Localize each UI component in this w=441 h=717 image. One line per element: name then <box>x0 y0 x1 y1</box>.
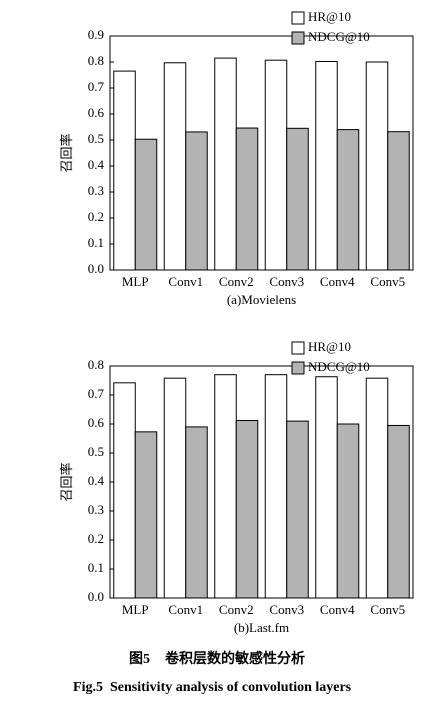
bar <box>134 138 158 271</box>
y-tick-label: 0.6 <box>88 415 105 430</box>
bar <box>185 131 208 271</box>
y-tick-label: 0.4 <box>88 473 105 488</box>
bar <box>134 431 158 599</box>
x-tick-label: Conv1 <box>168 602 203 617</box>
bar <box>286 420 309 599</box>
legend-swatch <box>291 11 305 25</box>
bar <box>214 57 237 271</box>
y-tick-label: 0.2 <box>88 531 104 546</box>
bar <box>264 374 288 599</box>
bar <box>387 424 410 599</box>
bar <box>387 131 410 271</box>
y-tick-label: 0.3 <box>88 502 104 517</box>
x-tick-label: Conv4 <box>320 274 355 289</box>
x-tick-label: Conv2 <box>219 602 254 617</box>
chart: 0.0 0.1 0.2 0.3 0.4 0.5 0.6 0.7 0.8 0.9 MLP Conv1 Co… <box>59 9 414 307</box>
figure-label: 图5 <box>129 651 150 667</box>
y-tick-label: 0.8 <box>88 53 104 68</box>
bar <box>163 377 187 599</box>
figure-caption: 卷积层数的敏感性分析 <box>164 650 305 667</box>
x-tick-label: Conv5 <box>370 602 405 617</box>
legend-label: HR@10 <box>308 339 351 354</box>
x-tick-label: Conv3 <box>269 602 304 617</box>
legend-swatch <box>291 361 305 375</box>
x-tick-label: Conv3 <box>269 274 304 289</box>
bar <box>235 127 259 271</box>
bar <box>264 59 288 271</box>
bar <box>113 70 136 271</box>
bar <box>214 374 237 599</box>
y-tick-label: 0.0 <box>88 261 104 276</box>
x-tick-label: Conv2 <box>219 274 254 289</box>
figure-caption-en: Sensitivity analysis of convolution laye… <box>110 680 352 695</box>
y-axis-label: 召回率 <box>59 462 74 501</box>
x-axis-label: (a)Movielens <box>227 292 296 307</box>
bar <box>286 127 309 271</box>
chart: 0.0 0.1 0.2 0.3 0.4 0.5 0.6 0.7 0.8 MLP Conv1 Conv2… <box>59 339 414 635</box>
y-tick-label: 0.1 <box>88 235 104 250</box>
y-tick-label: 0.7 <box>88 386 105 401</box>
bar <box>315 60 338 271</box>
y-tick-label: 0.2 <box>88 209 104 224</box>
bar <box>365 377 389 599</box>
y-tick-label: 0.8 <box>88 357 104 372</box>
legend-label: NDCG@10 <box>308 29 370 44</box>
x-tick-label: Conv5 <box>370 274 405 289</box>
legend-label: HR@10 <box>308 9 351 24</box>
legend-swatch <box>291 341 305 355</box>
y-tick-label: 0.5 <box>88 131 104 146</box>
x-tick-label: MLP <box>122 274 149 289</box>
figure-label-en: Fig.5 <box>73 680 103 695</box>
plot-frame <box>109 365 414 599</box>
legend-swatch <box>291 31 305 45</box>
y-axis-label: 召回率 <box>59 133 74 172</box>
y-tick-label: 0.9 <box>88 27 104 42</box>
y-tick-label: 0.4 <box>88 157 105 172</box>
bar <box>315 376 338 599</box>
y-tick-label: 0.1 <box>88 560 104 575</box>
x-tick-label: MLP <box>122 602 149 617</box>
y-tick-label: 0.5 <box>88 444 104 459</box>
bar <box>336 129 360 271</box>
bar <box>113 382 136 599</box>
bar <box>185 426 208 599</box>
plot-frame <box>109 35 414 271</box>
x-tick-label: Conv1 <box>168 274 203 289</box>
bar <box>365 61 389 271</box>
y-tick-label: 0.7 <box>88 79 105 94</box>
y-tick-label: 0.6 <box>88 105 105 120</box>
y-tick-label: 0.0 <box>88 589 104 604</box>
x-tick-label: Conv4 <box>320 602 355 617</box>
x-axis-label: (b)Last.fm <box>234 620 289 635</box>
bar <box>235 420 259 599</box>
bar <box>163 62 187 271</box>
legend-label: NDCG@10 <box>308 359 370 374</box>
bar <box>336 423 360 599</box>
y-tick-label: 0.3 <box>88 183 104 198</box>
